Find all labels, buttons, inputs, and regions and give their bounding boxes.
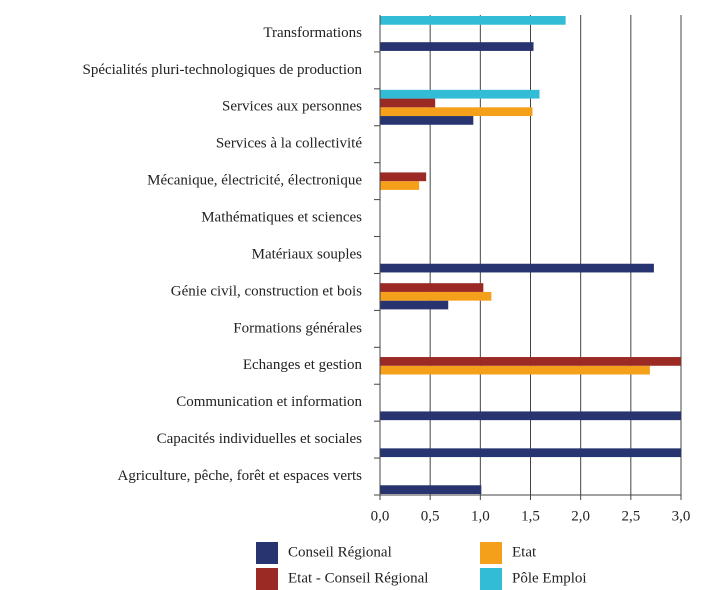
bar xyxy=(380,411,681,421)
y-tick-label: Génie civil, construction et bois xyxy=(171,283,362,299)
x-tick-label: 0,5 xyxy=(421,508,440,524)
x-tick-label: 3,0 xyxy=(672,508,691,524)
bar xyxy=(380,98,436,108)
bar xyxy=(380,89,540,99)
y-tick-label: Spécialités pluri-technologiques de prod… xyxy=(82,62,362,78)
x-tick-label: 0,0 xyxy=(371,508,390,524)
bar xyxy=(380,485,482,494)
bar xyxy=(380,181,420,190)
legend-swatch xyxy=(256,542,278,564)
y-tick-label: Mathématiques et sciences xyxy=(201,210,362,226)
bar xyxy=(380,365,650,375)
bar xyxy=(380,291,492,301)
legend-swatch xyxy=(480,568,502,590)
legend-swatch xyxy=(480,542,502,564)
y-tick-label: Agriculture, pêche, forêt et espaces ver… xyxy=(118,468,363,484)
legend-label: Pôle Emploi xyxy=(512,570,587,586)
legend-label: Etat xyxy=(512,544,537,560)
y-tick-label: Mécanique, électricité, électronique xyxy=(147,173,362,189)
bar xyxy=(380,107,533,117)
x-tick-label: 2,0 xyxy=(571,508,590,524)
y-tick-label: Services à la collectivité xyxy=(216,136,363,152)
bar xyxy=(380,357,681,366)
y-tick-label: Echanges et gestion xyxy=(243,357,363,373)
bar xyxy=(380,448,681,458)
legend-swatch xyxy=(256,568,278,590)
bar xyxy=(380,116,474,125)
legend-label: Conseil Régional xyxy=(288,544,392,560)
y-tick-label: Services aux personnes xyxy=(222,99,362,115)
bar xyxy=(380,16,566,25)
legend-label: Etat - Conseil Régional xyxy=(288,570,428,586)
bar xyxy=(380,263,654,273)
y-tick-label: Capacités individuelles et sociales xyxy=(157,431,363,447)
bar xyxy=(380,300,449,310)
bar xyxy=(380,283,484,292)
bar xyxy=(380,172,427,182)
bar xyxy=(380,42,534,51)
y-tick-label: Formations générales xyxy=(233,320,362,336)
x-tick-label: 1,5 xyxy=(521,508,540,524)
y-tick-label: Communication et information xyxy=(176,394,362,410)
x-tick-label: 1,0 xyxy=(471,508,490,524)
x-tick-label: 2,5 xyxy=(621,508,640,524)
y-tick-label: Transformations xyxy=(263,25,362,41)
y-tick-label: Matériaux souples xyxy=(252,246,363,262)
